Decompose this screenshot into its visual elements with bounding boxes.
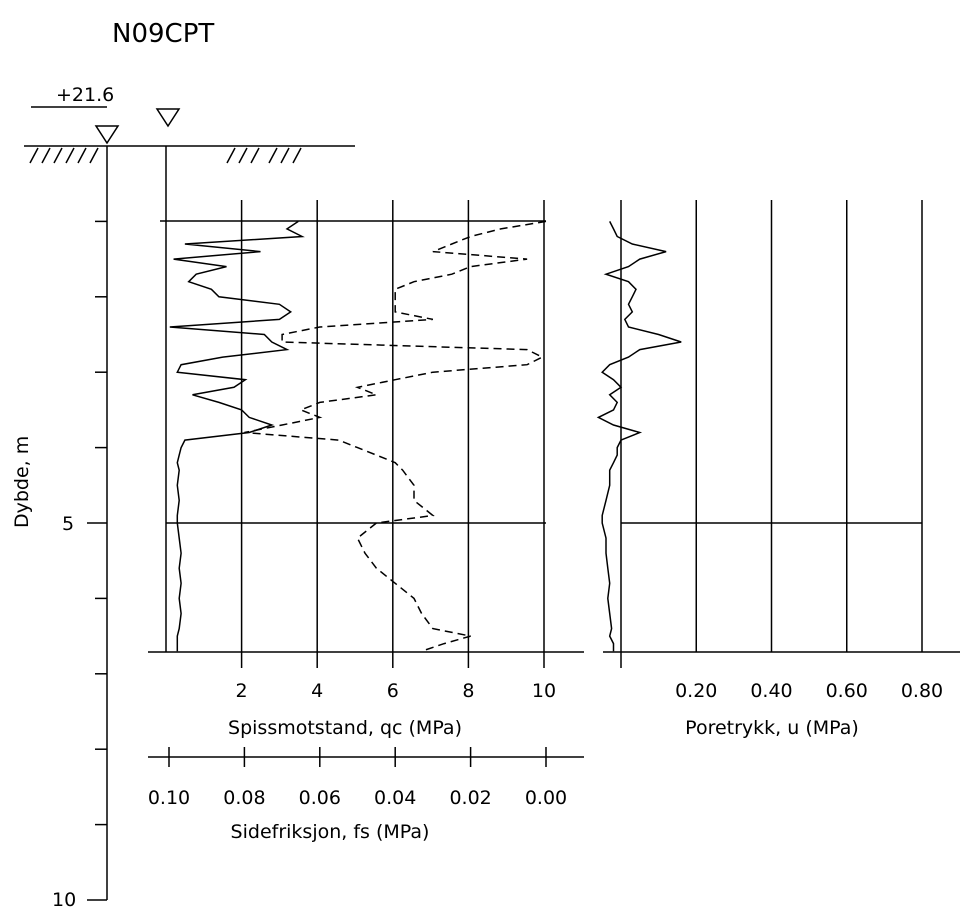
fs-tick-label: 0.06 bbox=[299, 787, 341, 809]
u-axis-label: Poretrykk, u (MPa) bbox=[685, 717, 859, 739]
u-tick-label: 0.20 bbox=[675, 680, 717, 702]
u-grid bbox=[603, 200, 960, 668]
fs-tick-label: 0.08 bbox=[223, 787, 265, 809]
qc-tick-label: 4 bbox=[311, 680, 323, 702]
depth-tick-label-5: 5 bbox=[62, 513, 74, 535]
depth-axis-label: Dybde, m bbox=[11, 436, 33, 528]
qc-tick-label: 8 bbox=[462, 680, 474, 702]
depth-axis bbox=[87, 146, 108, 901]
u-axis: 0.20 0.40 0.60 0.80 bbox=[675, 680, 943, 702]
fs-tick-label: 0.04 bbox=[374, 787, 416, 809]
qc-axis-label: Spissmotstand, qc (MPa) bbox=[228, 717, 462, 739]
fs-tick-label: 0.10 bbox=[148, 787, 190, 809]
fs-tick-label: 0.00 bbox=[525, 787, 567, 809]
qc-axis: 2 4 6 8 10 bbox=[236, 680, 557, 702]
ground-surface bbox=[24, 145, 355, 164]
fs-axis: 0.10 0.08 0.06 0.04 0.02 0.00 bbox=[148, 747, 584, 809]
series-layer bbox=[169, 220, 682, 652]
chart-title: N09CPT bbox=[112, 19, 214, 49]
u-series-line bbox=[596, 221, 682, 652]
qc-series-line bbox=[169, 220, 305, 652]
u-tick-label: 0.60 bbox=[826, 680, 868, 702]
qc-grid bbox=[148, 146, 584, 668]
qc-tick-label: 10 bbox=[532, 680, 556, 702]
u-tick-label: 0.40 bbox=[750, 680, 792, 702]
depth-tick-label-10: 10 bbox=[52, 889, 76, 907]
u-tick-label: 0.80 bbox=[901, 680, 943, 702]
elevation-label: +21.6 bbox=[56, 84, 114, 106]
qc-tick-label: 2 bbox=[236, 680, 248, 702]
water-level-icon-2 bbox=[155, 108, 181, 128]
elevation-marker: +21.6 bbox=[31, 84, 181, 145]
fs-axis-label: Sidefriksjon, fs (MPa) bbox=[231, 821, 430, 843]
qc-tick-label: 6 bbox=[387, 680, 399, 702]
water-level-icon bbox=[94, 125, 120, 145]
fs-series-line bbox=[244, 220, 547, 652]
fs-tick-label: 0.02 bbox=[449, 787, 491, 809]
